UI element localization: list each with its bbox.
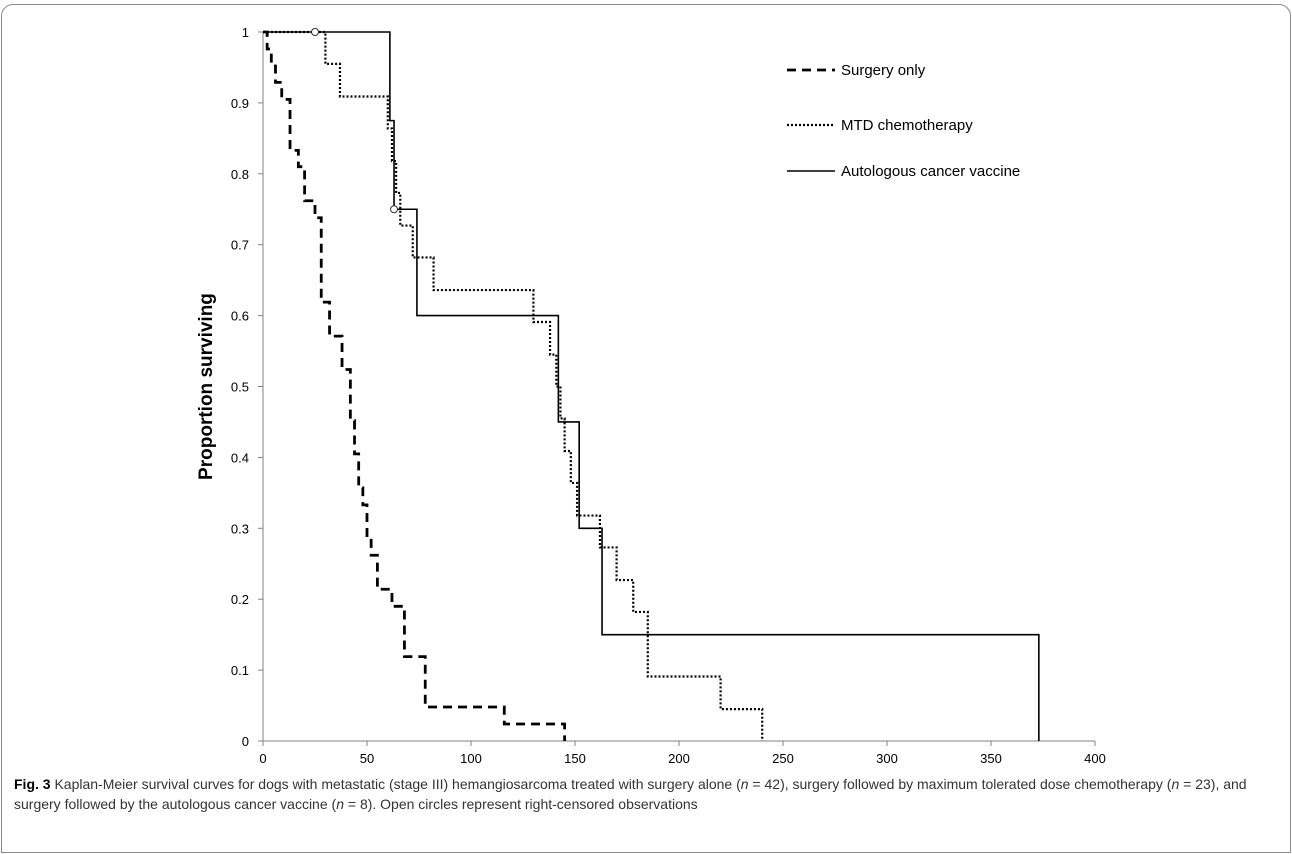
figure-frame — [1, 4, 1291, 853]
figure-caption: Fig. 3 Kaplan-Meier survival curves for … — [14, 774, 1276, 814]
y-axis-title: Proportion surviving — [196, 293, 217, 480]
legend-label: Surgery only — [841, 62, 926, 79]
y-tick-label: 0.3 — [231, 521, 249, 536]
y-tick-label: 1 — [242, 25, 249, 40]
y-tick-label: 0.8 — [231, 167, 249, 182]
x-tick-label: 300 — [876, 751, 898, 766]
x-tick-label: 50 — [360, 751, 374, 766]
x-tick-label: 350 — [980, 751, 1002, 766]
censored-marker — [311, 28, 319, 36]
x-tick-label: 100 — [460, 751, 482, 766]
survival-curve-solid — [263, 31, 1040, 741]
survival-curve-dotted — [263, 30, 764, 741]
caption-n-2: = 23), and surgery followed by the autol… — [14, 776, 1247, 812]
caption-n-symbol-3: n — [336, 796, 344, 812]
y-tick-label: 0.6 — [231, 309, 249, 324]
caption-n-1: = 42), surgery followed by maximum toler… — [748, 776, 1172, 792]
x-tick-label: 250 — [772, 751, 794, 766]
x-tick-label: 0 — [259, 751, 266, 766]
y-tick-label: 0.2 — [231, 592, 249, 607]
y-tick-label: 0.4 — [231, 450, 249, 465]
caption-text-1: Kaplan-Meier survival curves for dogs wi… — [50, 776, 741, 792]
x-tick-label: 150 — [564, 751, 586, 766]
caption-n-symbol-1: n — [740, 776, 749, 792]
legend-label: Autologous cancer vaccine — [841, 163, 1020, 180]
y-tick-label: 0.5 — [231, 380, 249, 395]
caption-label: Fig. 3 — [14, 776, 51, 792]
censored-marker — [390, 205, 399, 214]
km-survival-chart: 0 50 100 150 200 250 300 350 400 0 0.1 0.2 0.3 0.4 0.5… — [196, 25, 1106, 766]
legend-label: MTD chemotherapy — [841, 117, 973, 134]
y-tick-label: 0.7 — [231, 238, 249, 253]
survival-curve-dashed — [263, 30, 566, 741]
y-tick-label: 0 — [242, 734, 249, 749]
y-tick-label: 0.9 — [231, 96, 249, 111]
caption-n-symbol-2: n — [1171, 776, 1180, 792]
y-tick-label: 0.1 — [231, 663, 249, 678]
x-tick-label: 200 — [668, 751, 690, 766]
caption-n-3: = 8). Open circles represent right-censo… — [343, 796, 698, 812]
x-tick-label: 400 — [1084, 751, 1106, 766]
